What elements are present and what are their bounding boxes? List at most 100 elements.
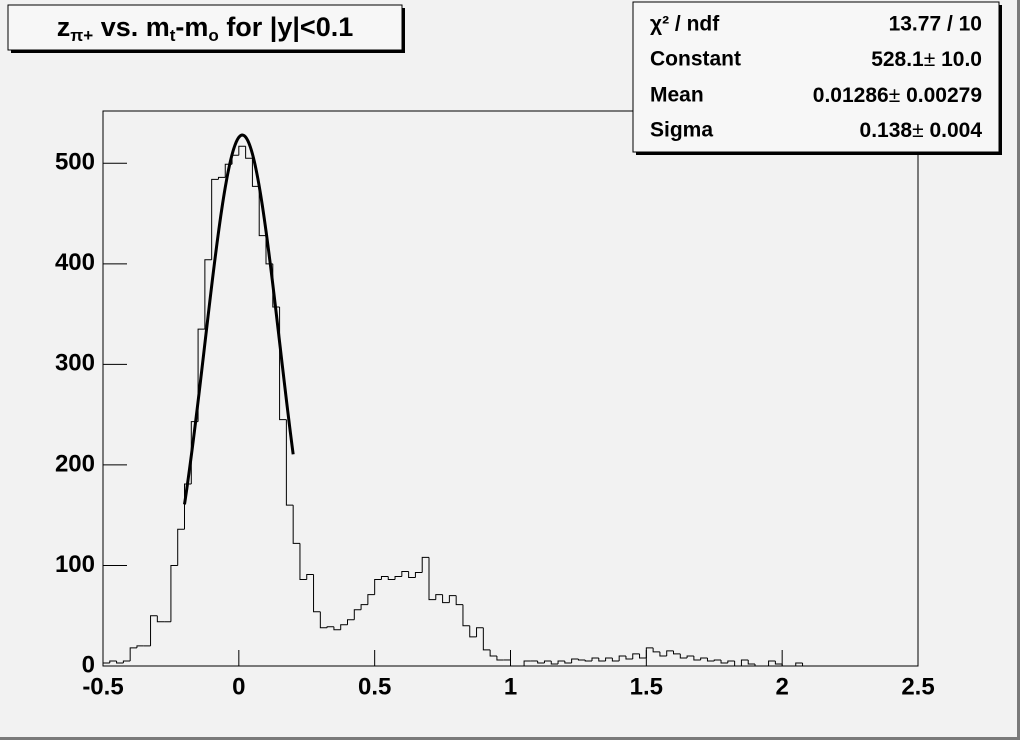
histogram-bin: [795, 662, 803, 666]
histogram-bin: [238, 145, 246, 156]
histogram-bin: [150, 615, 158, 646]
histogram-bin: [313, 574, 321, 613]
y-tick-label: 400: [55, 249, 95, 276]
histogram-bin: [605, 657, 613, 661]
title-part: t: [170, 26, 176, 45]
histogram-bin: [666, 650, 674, 656]
histogram-bin: [469, 625, 477, 638]
histogram-bin: [387, 576, 396, 581]
histogram-bin: [747, 659, 755, 665]
y-tick-label: 0: [82, 651, 95, 678]
histogram-bin: [170, 564, 178, 622]
histogram-bin: [421, 556, 429, 573]
histogram-bin: [353, 609, 362, 620]
param-value: 0.01286: [813, 84, 889, 107]
histogram-bin: [543, 660, 552, 663]
title-part: z: [57, 12, 71, 42]
histogram-bin: [645, 647, 654, 658]
histogram-bin: [686, 655, 694, 658]
histogram-bin: [706, 657, 715, 662]
histogram-bin: [652, 647, 660, 653]
histogram-bin: [564, 660, 572, 664]
histogram-bin: [537, 660, 545, 664]
title-box: [7, 4, 403, 51]
histogram-bin: [442, 594, 450, 604]
histogram-bin: [625, 655, 633, 660]
param-error: 0.00279: [900, 84, 982, 107]
x-tick-label: -0.5: [82, 673, 123, 700]
histogram-bin: [727, 660, 735, 663]
histogram-bin: [306, 574, 314, 580]
histogram-bin: [679, 653, 688, 659]
histogram-bin: [319, 611, 328, 629]
histogram-bin: [740, 659, 749, 666]
histogram-bin: [347, 619, 355, 625]
histogram-bin: [550, 660, 559, 665]
histogram-bin: [292, 505, 300, 544]
title-part: o: [208, 26, 218, 45]
histogram-bin: [632, 653, 640, 659]
histogram-bin: [414, 571, 423, 578]
y-tick-label: 200: [55, 450, 95, 477]
chart-title: zπ+ vs. mt-mo for |y|<0.1: [57, 12, 353, 45]
y-tick-label: 300: [55, 350, 95, 377]
histogram-bin: [482, 627, 491, 651]
stats-label: Constant: [650, 48, 741, 71]
histogram-bin: [211, 178, 219, 260]
histogram-bin: [156, 615, 165, 623]
param-value: 0.138: [860, 119, 913, 142]
histogram-bin: [768, 660, 776, 666]
histogram-bin: [299, 543, 307, 581]
histogram-bin: [455, 595, 463, 606]
fit-curve: [183, 133, 295, 505]
histogram-bin: [523, 660, 531, 666]
histogram-bin: [177, 528, 185, 566]
histogram-bin: [781, 663, 789, 667]
histogram-bin: [380, 576, 389, 580]
histogram-bin: [184, 483, 192, 530]
histogram-bin: [401, 570, 409, 577]
histogram-bin: [374, 579, 382, 595]
title-part: for |y|<0.1: [219, 12, 353, 42]
param-error: 0.004: [924, 119, 983, 142]
histogram-bin: [557, 660, 565, 664]
stats-value: 528.1± 10.0: [871, 48, 982, 71]
stats-value: 0.01286± 0.00279: [813, 84, 982, 107]
histogram-bin: [700, 657, 708, 660]
plus-minus: ±: [889, 84, 901, 107]
histogram-bin: [360, 604, 368, 610]
histogram-bin: [611, 657, 620, 662]
histogram-bin: [340, 624, 348, 630]
histogram-bin: [462, 604, 470, 627]
histogram-bin: [448, 595, 457, 603]
histogram-bin: [217, 176, 226, 180]
histogram-bin: [435, 594, 443, 600]
histogram-bin: [598, 657, 606, 662]
histogram-bin: [577, 658, 586, 661]
histogram-bin: [802, 662, 810, 667]
y-tick-label: 500: [55, 149, 95, 176]
histogram-bin: [496, 655, 504, 661]
stats-value: 13.77 / 10: [889, 13, 982, 36]
plus-minus: ±: [912, 119, 924, 142]
plot-area: [102, 133, 918, 667]
x-tick-label: 0: [232, 673, 245, 700]
param-value: 528.1: [871, 48, 924, 71]
title-part: -m: [175, 12, 208, 42]
histogram-bin: [720, 659, 728, 664]
histogram-bin: [754, 663, 762, 667]
histogram-bin: [245, 146, 253, 159]
histogram-bin: [109, 660, 117, 663]
histogram-bin: [333, 626, 341, 631]
histogram-bin: [394, 576, 402, 580]
histogram-bin: [129, 647, 137, 661]
histogram-bin: [136, 645, 144, 648]
histogram-bin: [102, 662, 110, 666]
histogram-bin: [367, 594, 375, 605]
stats-label: χ² / ndf: [650, 13, 720, 36]
stats-value: 0.138± 0.004: [860, 119, 983, 142]
histogram-bin: [510, 659, 518, 667]
histogram-bin: [639, 653, 647, 659]
